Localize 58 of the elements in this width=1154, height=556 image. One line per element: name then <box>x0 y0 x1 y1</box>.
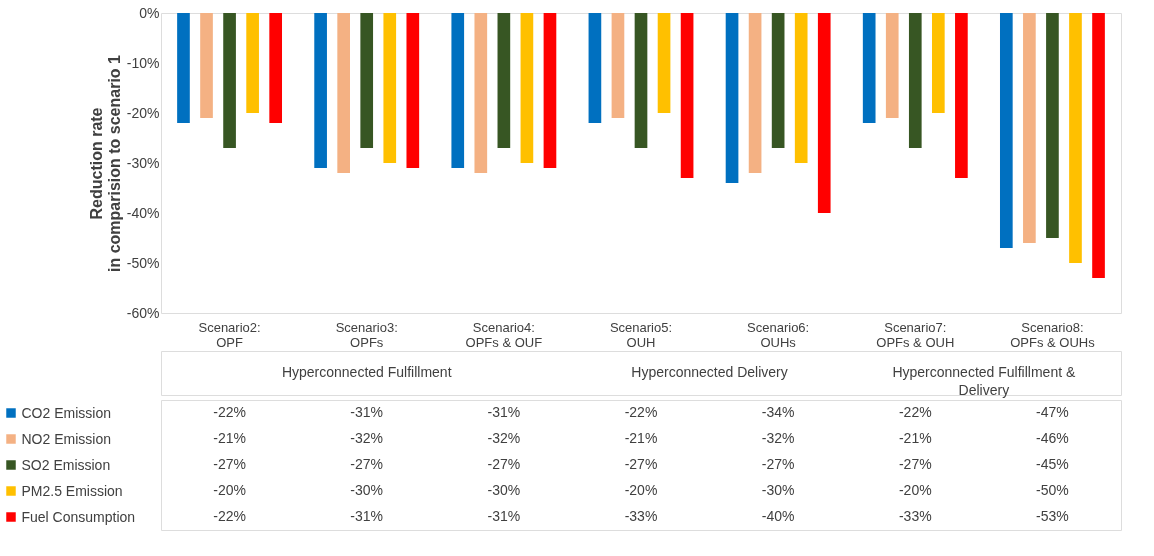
data-label: -31% <box>487 508 521 524</box>
data-label: -27% <box>898 456 932 472</box>
data-label: -40% <box>761 508 795 524</box>
x-tick-label: Scenario2: OPF <box>198 319 261 350</box>
legend-label: CO2 Emission <box>21 404 111 421</box>
data-label: -45% <box>1036 456 1069 472</box>
y-tick-label: -60% <box>126 304 160 321</box>
data-label: -20% <box>624 482 658 498</box>
y-tick-label: -10% <box>126 54 160 71</box>
data-label: -30% <box>350 482 384 498</box>
x-tick-label: Scenario7: OPFs & OUH <box>876 319 955 350</box>
data-label: -30% <box>761 482 795 498</box>
data-label: -31% <box>487 404 521 420</box>
text: Hyperconnected Delivery <box>631 364 788 380</box>
legend-label: SO2 Emission <box>21 456 111 473</box>
x-tick-label: Scenario5: OUH <box>609 319 673 350</box>
y-tick-label: 0% <box>139 4 160 21</box>
data-label: -21% <box>624 430 658 446</box>
data-label: -27% <box>213 456 246 472</box>
x-tick-label: Scenario8: OPFs & OUHs <box>1010 319 1096 350</box>
data-label: -27% <box>624 456 658 472</box>
data-label: -47% <box>1036 404 1069 420</box>
data-label: -33% <box>898 508 932 524</box>
data-label: -32% <box>761 430 795 446</box>
data-label: -30% <box>487 482 521 498</box>
data-label: -27% <box>761 456 795 472</box>
data-label: -21% <box>213 430 246 446</box>
data-label: -27% <box>350 456 384 472</box>
x-tick-label: Scenario4: OPFs & OUF <box>465 319 543 350</box>
data-label: -33% <box>624 508 658 524</box>
legend-label: Fuel Consumption <box>21 508 136 525</box>
data-label: -46% <box>1036 430 1069 446</box>
text: Hyperconnected Fulfillment & Delivery <box>892 364 1076 398</box>
data-label: -22% <box>213 404 246 420</box>
y-tick-label: -40% <box>126 204 160 221</box>
data-label: -31% <box>350 404 384 420</box>
data-label: -34% <box>761 404 795 420</box>
data-label: -32% <box>350 430 384 446</box>
data-label: -22% <box>898 404 932 420</box>
data-label: -50% <box>1036 482 1069 498</box>
y-tick-label: -30% <box>126 154 160 171</box>
data-label: -22% <box>213 508 246 524</box>
data-label: -53% <box>1036 508 1069 524</box>
data-label: -21% <box>898 430 932 446</box>
data-label: -27% <box>487 456 521 472</box>
data-label: -32% <box>487 430 521 446</box>
y-tick-label: -50% <box>126 254 160 271</box>
x-tick-label: Scenario3: OPFs <box>335 319 398 350</box>
data-label: -31% <box>350 508 384 524</box>
x-tick-label: Scenario6: OUHs <box>747 319 810 350</box>
y-tick-label: -20% <box>126 104 160 121</box>
data-label: -22% <box>624 404 658 420</box>
text: Hyperconnected Fulfillment <box>281 364 452 380</box>
data-label: -20% <box>213 482 246 498</box>
legend-label: PM2.5 Emission <box>21 482 123 499</box>
legend-label: NO2 Emission <box>21 430 111 447</box>
data-label: -20% <box>898 482 932 498</box>
y-axis-title: Reduction rate in comparision to scenario 1 <box>87 54 123 272</box>
